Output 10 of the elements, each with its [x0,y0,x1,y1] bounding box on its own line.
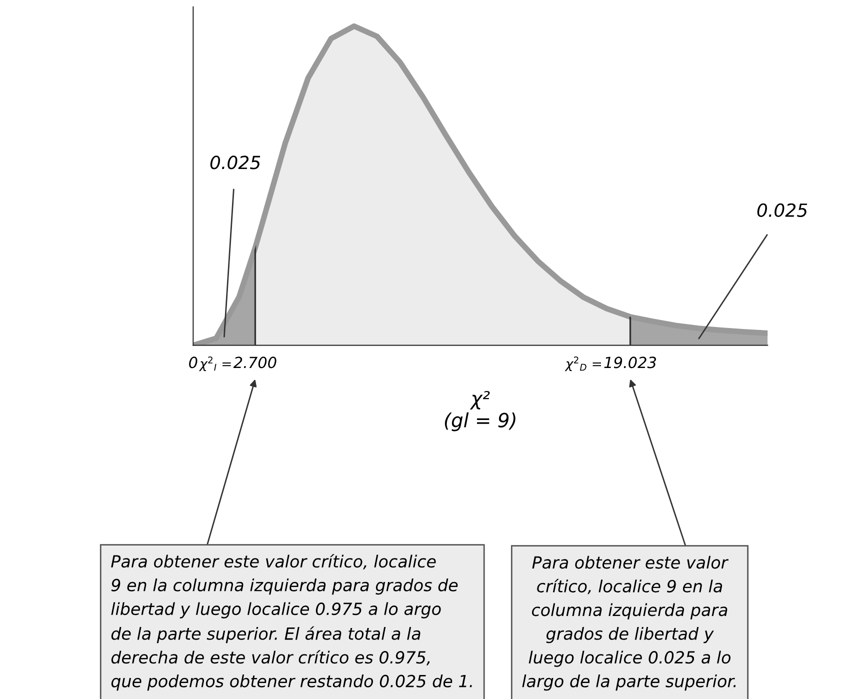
text: Para obtener este valor crítico, localice 9 en la columna izquierda para grados de libertad y luego localice 0.975 a lo argo de la parte superior. El área total a la derecha de este valor crítico es 0.975, que podemos obtener restando 0.025 de 1. [111,554,472,691]
text: Para obtener este valor crítico, localice 9 en la columna izquierda para grados de libertad y luego localice 0.025 a lo largo de la parte superior. [522,556,736,691]
band-label: 0.025 [757,203,808,217]
x-tick-label: 19.023 [604,356,656,368]
text: χ$^{2}$$_{D}$ = [564,356,601,372]
x-tick-label: 2.700 [233,356,276,368]
x-tick-label: 0 [189,356,198,368]
x-axis-title: χ² (gl = 9) [444,390,516,432]
text: χ$^{2}$$_{I}$ = [198,356,231,372]
band-label: 0.025 [210,156,260,170]
